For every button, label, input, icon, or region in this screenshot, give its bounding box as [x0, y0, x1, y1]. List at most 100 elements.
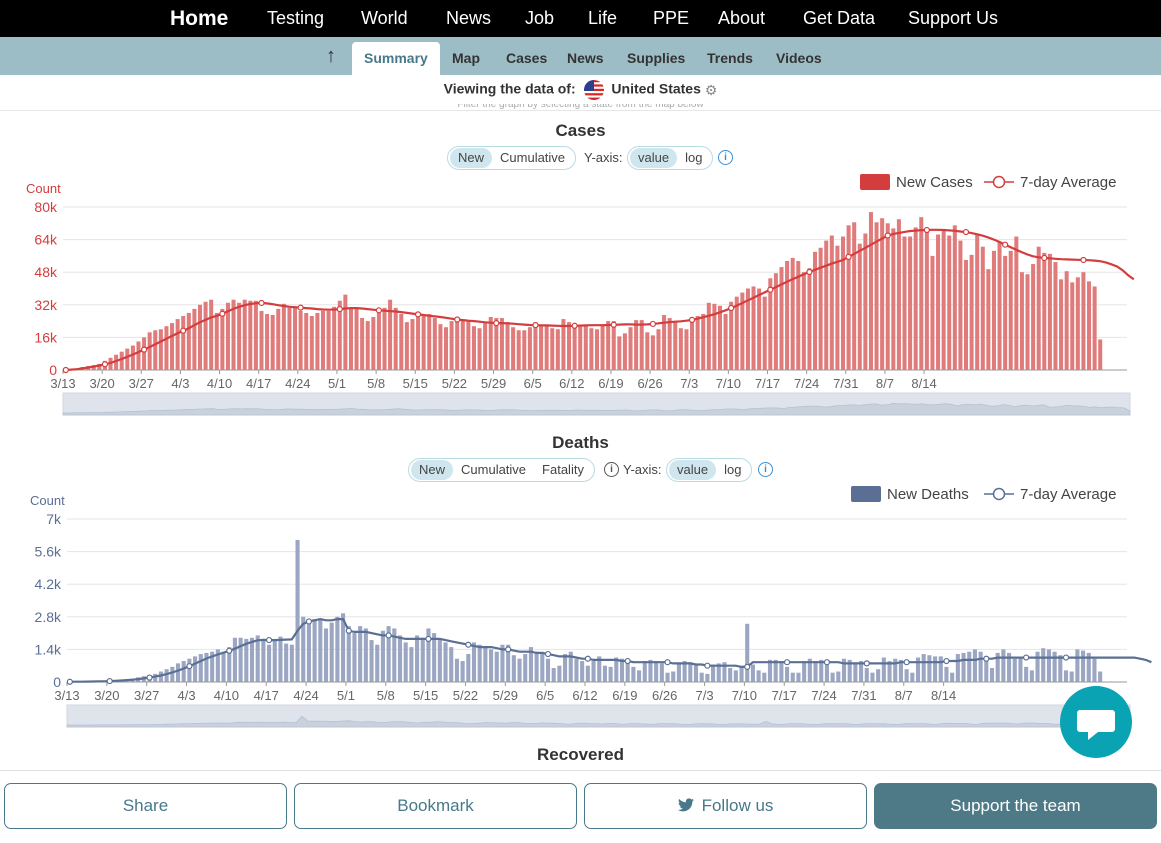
- bar[interactable]: [1086, 652, 1091, 682]
- bar[interactable]: [930, 255, 935, 370]
- average-point[interactable]: [258, 299, 265, 307]
- bar[interactable]: [944, 666, 949, 682]
- bar[interactable]: [545, 658, 551, 682]
- bar[interactable]: [371, 317, 376, 370]
- bar[interactable]: [295, 539, 300, 682]
- bar[interactable]: [690, 320, 695, 370]
- bar[interactable]: [639, 320, 644, 370]
- info-icon[interactable]: i: [604, 462, 619, 477]
- bar[interactable]: [1059, 279, 1064, 370]
- nav-home[interactable]: Home: [170, 7, 229, 30]
- bar[interactable]: [329, 622, 334, 682]
- bar[interactable]: [449, 321, 454, 370]
- bar[interactable]: [1036, 246, 1041, 370]
- bar[interactable]: [870, 672, 875, 682]
- average-point[interactable]: [336, 305, 343, 313]
- bar[interactable]: [561, 319, 566, 370]
- bar[interactable]: [818, 247, 823, 370]
- average-point[interactable]: [345, 627, 352, 634]
- bar[interactable]: [986, 269, 991, 370]
- bar[interactable]: [192, 308, 197, 370]
- bar[interactable]: [1018, 657, 1023, 682]
- tab-summary[interactable]: Summary: [352, 42, 440, 75]
- bar[interactable]: [904, 669, 909, 682]
- bar[interactable]: [625, 663, 630, 682]
- bar[interactable]: [320, 310, 326, 370]
- bar[interactable]: [204, 652, 209, 682]
- bar[interactable]: [416, 317, 421, 370]
- support-team-button[interactable]: Support the team: [874, 783, 1157, 829]
- bar[interactable]: [517, 658, 522, 682]
- bar[interactable]: [348, 307, 353, 370]
- average-point[interactable]: [1023, 654, 1030, 661]
- bar[interactable]: [984, 658, 989, 682]
- tab-news[interactable]: News: [567, 50, 604, 66]
- bar[interactable]: [304, 312, 309, 370]
- bar[interactable]: [500, 644, 505, 682]
- bar[interactable]: [938, 656, 943, 682]
- bar[interactable]: [716, 663, 721, 682]
- tab-trends[interactable]: Trends: [707, 50, 753, 66]
- bar[interactable]: [796, 260, 801, 370]
- bar[interactable]: [443, 642, 448, 682]
- deaths-toggle-fatality[interactable]: Fatality: [542, 462, 584, 477]
- bar[interactable]: [773, 273, 778, 370]
- bar[interactable]: [762, 296, 767, 370]
- bar[interactable]: [365, 321, 370, 370]
- bar[interactable]: [1053, 262, 1058, 370]
- bar[interactable]: [568, 651, 573, 682]
- bar[interactable]: [665, 672, 670, 682]
- bar[interactable]: [972, 649, 977, 682]
- bar[interactable]: [335, 616, 340, 682]
- bar[interactable]: [650, 335, 655, 370]
- bar[interactable]: [376, 312, 381, 370]
- bar[interactable]: [483, 647, 488, 682]
- average-point[interactable]: [744, 663, 751, 670]
- average-point[interactable]: [505, 646, 512, 653]
- bar[interactable]: [594, 329, 599, 370]
- bar[interactable]: [534, 651, 539, 682]
- bar[interactable]: [505, 322, 510, 370]
- bar[interactable]: [293, 306, 298, 370]
- bar[interactable]: [874, 222, 879, 370]
- average-point[interactable]: [624, 657, 631, 665]
- bar[interactable]: [466, 654, 471, 682]
- bar[interactable]: [757, 288, 762, 371]
- bar[interactable]: [454, 658, 459, 682]
- bar[interactable]: [961, 652, 966, 682]
- bar[interactable]: [773, 659, 778, 682]
- bar[interactable]: [705, 673, 710, 682]
- bar[interactable]: [963, 259, 969, 370]
- average-point[interactable]: [823, 659, 831, 666]
- bar[interactable]: [887, 661, 892, 682]
- bar[interactable]: [813, 251, 818, 370]
- bar[interactable]: [673, 322, 678, 370]
- bar[interactable]: [824, 240, 829, 370]
- average-point[interactable]: [845, 253, 852, 261]
- bar[interactable]: [426, 628, 431, 682]
- bar[interactable]: [382, 307, 387, 370]
- bar[interactable]: [432, 318, 437, 370]
- bar[interactable]: [403, 642, 408, 682]
- bar[interactable]: [997, 241, 1002, 370]
- bar[interactable]: [785, 260, 790, 370]
- bar[interactable]: [898, 659, 903, 682]
- bar[interactable]: [301, 616, 306, 682]
- bar[interactable]: [654, 661, 659, 682]
- bar[interactable]: [489, 649, 494, 682]
- bar[interactable]: [225, 302, 230, 370]
- bar[interactable]: [880, 218, 885, 370]
- bar[interactable]: [449, 647, 454, 682]
- bar[interactable]: [989, 668, 995, 682]
- bar[interactable]: [824, 663, 829, 682]
- deaths-yaxis-value[interactable]: value: [669, 460, 717, 480]
- bar[interactable]: [164, 326, 169, 370]
- bar[interactable]: [863, 233, 868, 370]
- bar[interactable]: [927, 655, 932, 682]
- bar[interactable]: [488, 317, 493, 370]
- legend-bar-label[interactable]: New Deaths: [887, 486, 969, 503]
- bar[interactable]: [287, 307, 292, 370]
- bar[interactable]: [175, 663, 181, 682]
- bar[interactable]: [678, 328, 683, 370]
- bar[interactable]: [477, 328, 482, 370]
